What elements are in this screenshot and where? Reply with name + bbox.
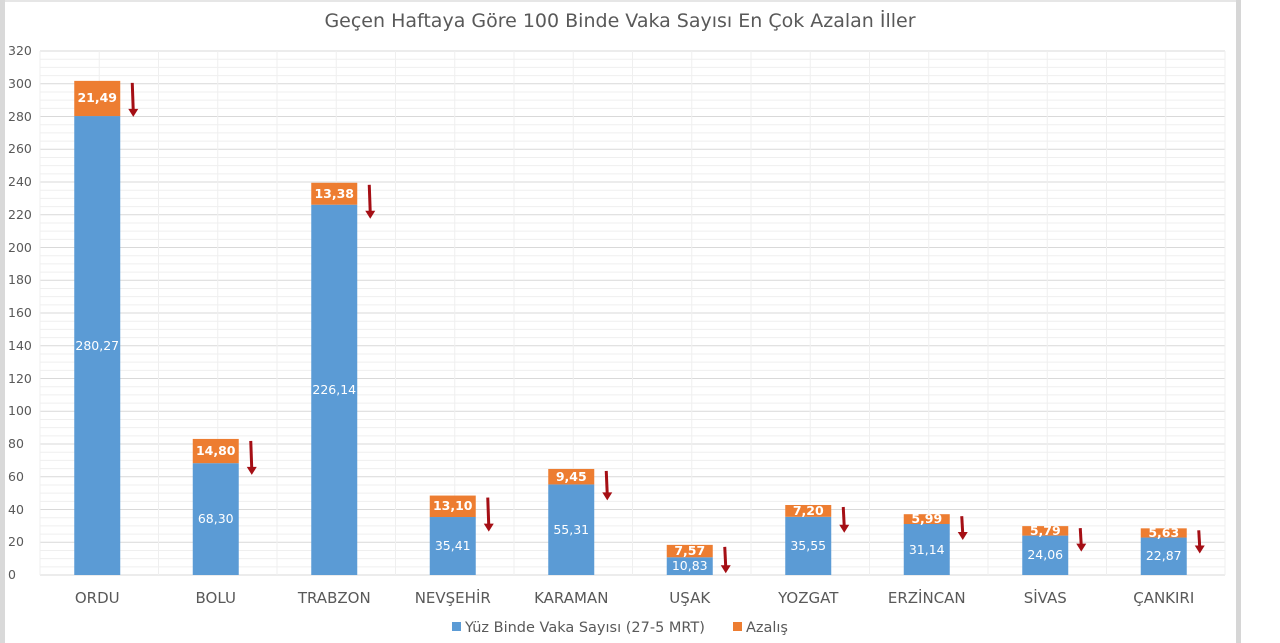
frame-left-border — [0, 0, 5, 643]
data-label-decrease: 21,49 — [77, 90, 118, 106]
y-axis-tick-label: 40 — [8, 501, 24, 517]
x-axis-category-label: SİVAS — [1023, 589, 1067, 607]
data-label-decrease: 5,79 — [1029, 522, 1061, 538]
data-label-cases: 280,27 — [75, 337, 120, 353]
bar-segment-cases — [74, 116, 121, 576]
bar-segment-decrease — [1140, 528, 1187, 538]
y-axis-tick-label: 200 — [8, 239, 32, 255]
y-axis-tick-label: 220 — [8, 206, 32, 222]
chart-svg — [39, 50, 1226, 576]
plot-area — [39, 50, 1226, 576]
data-label-decrease: 9,45 — [555, 468, 587, 484]
y-axis-tick-label: 240 — [8, 174, 32, 189]
down-arrow-icon — [365, 184, 376, 219]
y-axis-tick-label: 140 — [8, 337, 32, 353]
data-label-cases: 55,31 — [553, 521, 590, 537]
y-axis-tick-label: 300 — [8, 75, 32, 91]
bar-segment-cases — [429, 517, 476, 575]
down-arrow-icon — [957, 516, 968, 541]
data-label-decrease: 14,80 — [195, 443, 236, 459]
bar-segment-cases — [1140, 537, 1187, 575]
data-label-cases: 22,87 — [1145, 548, 1182, 564]
x-axis-category-label: BOLU — [195, 589, 236, 607]
bar-segment-decrease — [429, 495, 476, 518]
frame-right-border — [1236, 0, 1241, 643]
bar-segment-decrease — [311, 182, 358, 205]
x-axis-category-label: UŞAK — [669, 589, 711, 607]
y-axis-tick-label: 160 — [8, 305, 32, 320]
data-label-decrease: 13,38 — [314, 185, 355, 201]
x-axis-category-label: ERZİNCAN — [887, 589, 966, 607]
legend-item: Azalış — [732, 620, 788, 636]
data-label-decrease: 7,20 — [792, 502, 824, 518]
x-axis-category-label: NEVŞEHİR — [414, 589, 491, 607]
data-label-decrease: 7,57 — [674, 543, 706, 559]
bar-segment-cases — [903, 524, 950, 575]
data-label-decrease: 5,63 — [1148, 524, 1180, 540]
data-label-decrease: 13,10 — [432, 498, 473, 514]
bar-segment-decrease — [548, 468, 595, 485]
data-label-cases: 10,83 — [671, 558, 708, 574]
frame-right-gap — [1241, 0, 1280, 643]
legend-swatch-icon — [732, 622, 742, 631]
y-axis-tick-label: 280 — [8, 108, 32, 124]
bar-segment-cases — [1022, 535, 1069, 575]
y-axis-tick-label: 80 — [8, 436, 24, 451]
bar-segment-decrease — [903, 514, 950, 525]
down-arrow-icon — [483, 497, 494, 532]
y-axis-tick-label: 120 — [8, 370, 32, 386]
down-arrow-icon — [128, 82, 139, 117]
bar-segment-cases — [666, 557, 713, 575]
x-axis-category-label: TRABZON — [297, 589, 371, 607]
y-axis-tick-label: 260 — [8, 141, 32, 157]
data-label-cases: 68,30 — [197, 511, 234, 527]
data-label-decrease: 5,99 — [911, 511, 943, 527]
chart-title: Geçen Haftaya Göre 100 Binde Vaka Sayısı… — [324, 10, 916, 32]
bar-segment-cases — [192, 463, 239, 575]
down-arrow-icon — [1076, 528, 1087, 552]
legend-swatch-icon — [452, 622, 462, 631]
bar-segment-cases — [785, 516, 832, 575]
y-axis-tick-label: 60 — [8, 468, 24, 484]
down-arrow-icon — [246, 440, 257, 475]
y-axis-tick-label: 180 — [8, 272, 32, 288]
frame-top-border — [0, 0, 1240, 2]
x-axis-category-label: KARAMAN — [534, 589, 609, 607]
legend-label: Azalış — [745, 620, 788, 636]
y-axis-tick-label: 0 — [8, 567, 16, 582]
y-axis-tick-label: 320 — [8, 43, 32, 58]
x-axis-category-label: YOZGAT — [778, 589, 839, 607]
legend-item: Yüz Binde Vaka Sayısı (27-5 MRT) — [452, 620, 705, 636]
down-arrow-icon — [839, 506, 850, 533]
bar-segment-decrease — [785, 504, 832, 517]
x-axis-category-label: ÇANKIRI — [1133, 589, 1195, 607]
data-label-cases: 35,41 — [434, 538, 471, 553]
legend-label: Yüz Binde Vaka Sayısı (27-5 MRT) — [465, 620, 705, 636]
bar-segment-decrease — [666, 544, 713, 558]
x-axis-category-label: ORDU — [74, 589, 120, 607]
bar-segment-decrease — [1022, 526, 1069, 536]
data-label-cases: 24,06 — [1027, 547, 1064, 563]
y-axis-tick-label: 100 — [8, 403, 32, 419]
bar-segment-decrease — [192, 438, 239, 464]
bar-segment-decrease — [74, 80, 121, 117]
down-arrow-icon — [602, 470, 613, 501]
down-arrow-icon — [1194, 530, 1205, 554]
data-label-cases: 31,14 — [908, 541, 945, 557]
bar-segment-cases — [311, 204, 358, 576]
data-label-cases: 35,55 — [790, 537, 827, 553]
down-arrow-icon — [720, 546, 731, 574]
y-axis-tick-label: 20 — [8, 534, 24, 550]
chart-legend: Yüz Binde Vaka Sayısı (27-5 MRT) Azalış — [0, 620, 1240, 636]
data-label-cases: 226,14 — [312, 381, 357, 397]
bar-segment-cases — [548, 484, 595, 575]
